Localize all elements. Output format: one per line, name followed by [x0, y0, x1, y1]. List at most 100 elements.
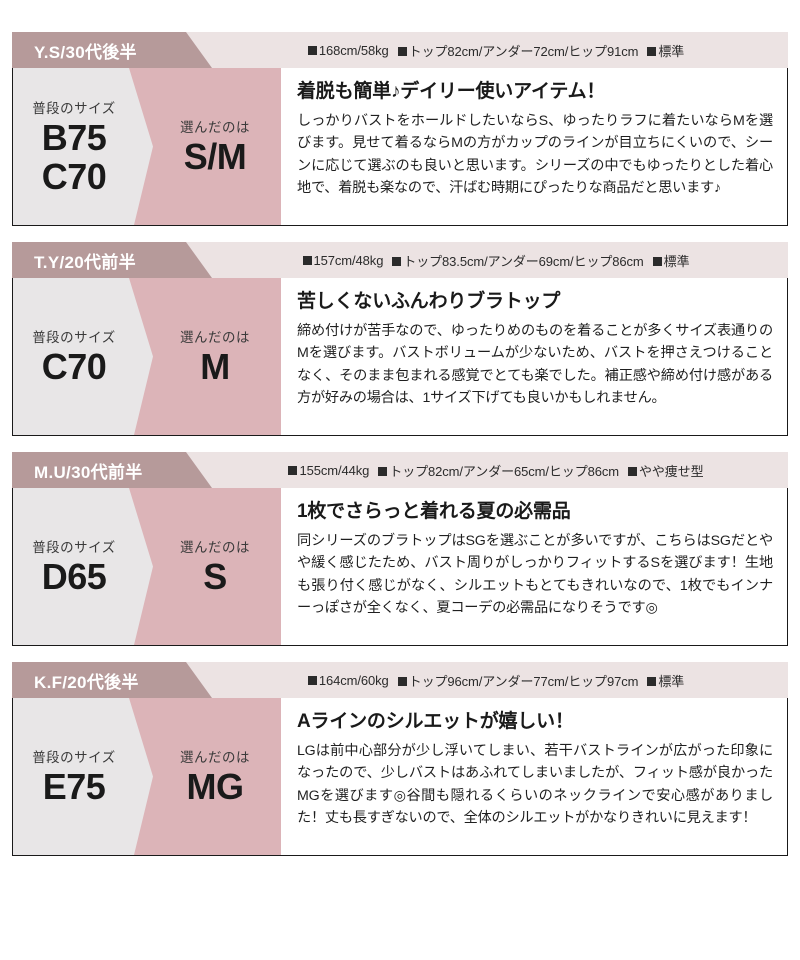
chosen-size-value: S/M [183, 136, 247, 178]
review-title: Aラインのシルエットが嬉しい！ [297, 711, 574, 732]
black-square-bullet-icon [288, 466, 298, 475]
height-weight-value: 155cm/44kg [299, 462, 370, 478]
body-measurements-segment: トップ83.5cm/アンダー69cm/ヒップ86cm [392, 251, 644, 270]
chosen-size-value: MG [186, 766, 245, 808]
chevron-divider-shape [129, 68, 281, 225]
chosen-size-cell: 選んだのは S/M [135, 68, 281, 225]
usual-size-value: C70 [41, 346, 107, 388]
review-text: 着脱も簡単♪デイリー使いアイテム！ しっかりバストをホールドしたいならS、ゆった… [281, 68, 787, 225]
body-type-value: 標準 [658, 673, 685, 689]
black-square-bullet-icon [652, 257, 662, 266]
chosen-size-cell: 選んだのは S [135, 488, 281, 645]
body-measurements-value: トップ96cm/アンダー77cm/ヒップ97cm [408, 673, 639, 689]
black-square-bullet-icon [627, 467, 637, 476]
height-weight-value: 164cm/60kg [318, 672, 389, 688]
body-type-value: 標準 [663, 253, 690, 269]
reviewer-measurements: 157cm/48kg トップ83.5cm/アンダー69cm/ヒップ86cm 標準 [210, 251, 788, 270]
height-weight-segment: 155cm/44kg [288, 463, 369, 478]
review-text: Aラインのシルエットが嬉しい！ LGは前中心部分が少し浮いてしまい、若干バストラ… [281, 698, 787, 855]
black-square-bullet-icon [378, 467, 388, 476]
height-weight-segment: 164cm/60kg [307, 672, 389, 688]
chevron-divider-shape [129, 488, 281, 645]
chosen-size-cell: 選んだのは M [135, 278, 281, 435]
size-panel: 普段のサイズ B75 C70 選んだのは S/M [13, 68, 281, 225]
reviewer-nametag-2: M.U/30代前半 [12, 452, 212, 488]
chosen-size-value: M [200, 346, 230, 388]
body-measurements-segment: トップ82cm/アンダー72cm/ヒップ91cm [397, 41, 639, 60]
review-header: M.U/30代前半 155cm/44kg トップ82cm/アンダー65cm/ヒッ… [12, 452, 788, 488]
body-type-value: 標準 [658, 43, 685, 59]
review-body: 普段のサイズ E75 選んだのは MG Aラインのシルエットが嬉しい！ LGは前… [12, 698, 788, 856]
body-type-segment: 標準 [647, 671, 684, 690]
chosen-size-label: 選んだのは [180, 120, 250, 136]
review-comment: 締め付けが苦手なので、ゆったりめのものを着ることが多くサイズ表通りのMを選びます… [297, 322, 773, 406]
height-weight-value: 168cm/58kg [318, 42, 389, 58]
review-title: 着脱も簡単♪デイリー使いアイテム！ [297, 81, 606, 102]
review-comment: しっかりバストをホールドしたいならS、ゆったりラフに着たいならMを選びます。見せ… [297, 112, 773, 196]
reviewer-nametag-1: T.Y/20代前半 [12, 242, 212, 278]
height-weight-segment: 157cm/48kg [302, 252, 384, 268]
usual-size-value: B75 C70 [41, 117, 107, 197]
chosen-size-label: 選んだのは [180, 750, 250, 766]
black-square-bullet-icon [307, 676, 317, 685]
body-measurements-value: トップ82cm/アンダー72cm/ヒップ91cm [408, 43, 639, 59]
black-square-bullet-icon [392, 257, 402, 266]
review-body: 普段のサイズ B75 C70 選んだのは S/M 着脱も簡単♪デイリー使いアイテ… [12, 68, 788, 226]
usual-size-label: 普段のサイズ [32, 330, 116, 346]
reviewer-measurements: 164cm/60kg トップ96cm/アンダー77cm/ヒップ97cm 標準 [210, 671, 788, 690]
body-type-segment: 標準 [652, 251, 690, 270]
chevron-divider-shape [129, 698, 281, 855]
size-panel: 普段のサイズ D65 選んだのは S [13, 488, 281, 645]
black-square-bullet-icon [397, 47, 407, 56]
height-weight-value: 157cm/48kg [313, 252, 384, 268]
reviewer-nametag-3: K.F/20代後半 [12, 662, 212, 698]
black-square-bullet-icon [302, 256, 312, 265]
review-header: K.F/20代後半 164cm/60kg トップ96cm/アンダー77cm/ヒッ… [12, 662, 788, 698]
review-block: Y.S/30代後半 168cm/58kg トップ82cm/アンダー72cm/ヒッ… [12, 32, 788, 226]
chosen-size-cell: 選んだのは MG [135, 698, 281, 855]
chosen-size-label: 選んだのは [180, 330, 250, 346]
usual-size-cell: 普段のサイズ B75 C70 [13, 68, 135, 225]
reviewer-measurements: 168cm/58kg トップ82cm/アンダー72cm/ヒップ91cm 標準 [210, 41, 788, 60]
usual-size-cell: 普段のサイズ D65 [13, 488, 135, 645]
reviewer-name: M.U/30代前半 [34, 462, 143, 482]
size-panel: 普段のサイズ E75 選んだのは MG [13, 698, 281, 855]
body-type-segment: やや痩せ型 [627, 461, 704, 480]
reviewer-measurements: 155cm/44kg トップ82cm/アンダー65cm/ヒップ86cm やや痩せ… [210, 461, 788, 480]
black-square-bullet-icon [647, 677, 657, 686]
usual-size-cell: 普段のサイズ C70 [13, 278, 135, 435]
size-panel: 普段のサイズ C70 選んだのは M [13, 278, 281, 435]
review-header: Y.S/30代後半 168cm/58kg トップ82cm/アンダー72cm/ヒッ… [12, 32, 788, 68]
chosen-size-label: 選んだのは [180, 540, 250, 556]
review-header: T.Y/20代前半 157cm/48kg トップ83.5cm/アンダー69cm/… [12, 242, 788, 278]
review-title: 苦しくないふんわりブラトップ [297, 291, 561, 312]
body-measurements-segment: トップ96cm/アンダー77cm/ヒップ97cm [397, 671, 639, 690]
review-list: Y.S/30代後半 168cm/58kg トップ82cm/アンダー72cm/ヒッ… [12, 32, 788, 856]
body-measurements-value: トップ82cm/アンダー65cm/ヒップ86cm [389, 463, 619, 479]
reviewer-nametag-0: Y.S/30代後半 [12, 32, 212, 68]
usual-size-label: 普段のサイズ [32, 750, 116, 766]
body-measurements-value: トップ83.5cm/アンダー69cm/ヒップ86cm [403, 253, 644, 269]
review-body: 普段のサイズ D65 選んだのは S 1枚でさらっと着れる夏の必需品 同シリーズ… [12, 488, 788, 646]
review-text: 苦しくないふんわりブラトップ 締め付けが苦手なので、ゆったりめのものを着ることが… [281, 278, 787, 435]
review-comment: 同シリーズのブラトップはSGを選ぶことが多いですが、こちらはSGだとやや緩く感じ… [297, 532, 773, 616]
usual-size-value: D65 [41, 556, 107, 598]
review-title: 1枚でさらっと着れる夏の必需品 [297, 501, 571, 522]
black-square-bullet-icon [397, 677, 407, 686]
usual-size-label: 普段のサイズ [32, 101, 116, 117]
body-measurements-segment: トップ82cm/アンダー65cm/ヒップ86cm [378, 461, 619, 480]
black-square-bullet-icon [647, 47, 657, 56]
chosen-size-value: S [203, 556, 227, 598]
review-comment: LGは前中心部分が少し浮いてしまい、若干バストラインが広がった印象になったので、… [297, 742, 773, 826]
review-block: K.F/20代後半 164cm/60kg トップ96cm/アンダー77cm/ヒッ… [12, 662, 788, 856]
body-type-segment: 標準 [647, 41, 684, 60]
height-weight-segment: 168cm/58kg [307, 42, 389, 58]
review-block: T.Y/20代前半 157cm/48kg トップ83.5cm/アンダー69cm/… [12, 242, 788, 436]
usual-size-label: 普段のサイズ [32, 540, 116, 556]
reviewer-name: Y.S/30代後半 [34, 42, 137, 62]
usual-size-cell: 普段のサイズ E75 [13, 698, 135, 855]
review-block: M.U/30代前半 155cm/44kg トップ82cm/アンダー65cm/ヒッ… [12, 452, 788, 646]
chevron-divider-shape [129, 278, 281, 435]
review-text: 1枚でさらっと着れる夏の必需品 同シリーズのブラトップはSGを選ぶことが多いです… [281, 488, 787, 645]
reviewer-name: K.F/20代後半 [34, 672, 139, 692]
